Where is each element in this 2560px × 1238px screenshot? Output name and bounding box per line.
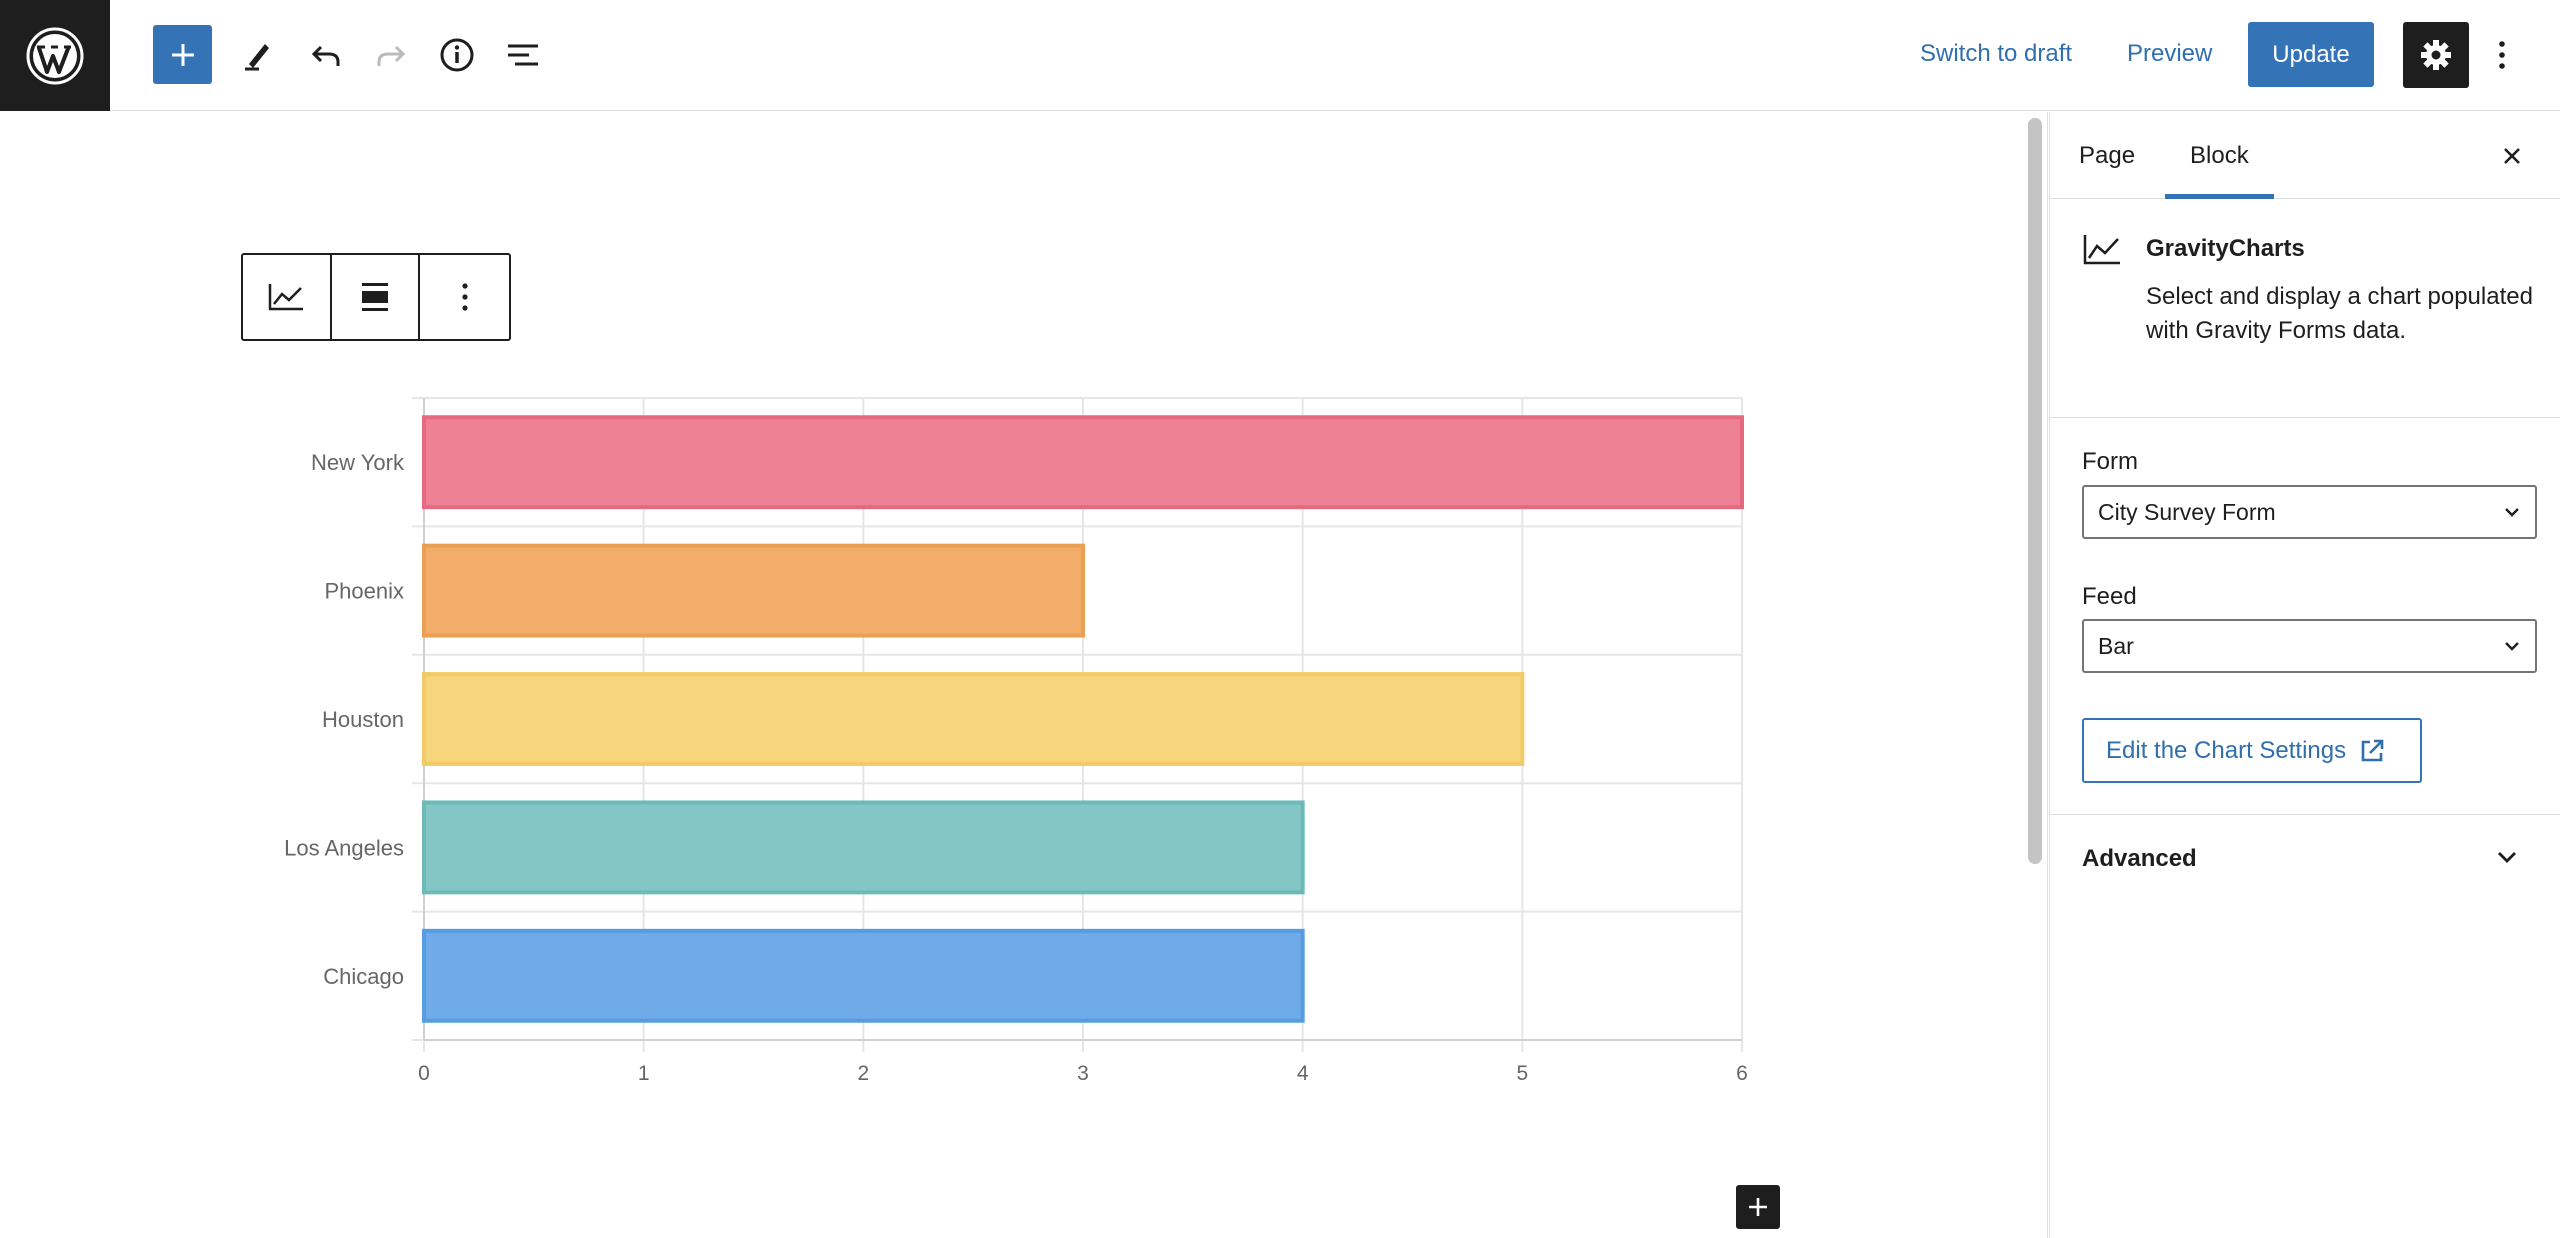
close-icon (2504, 148, 2520, 164)
advanced-panel-toggle[interactable]: Advanced (2050, 814, 2560, 902)
redo-icon (377, 45, 406, 66)
chevron-down-icon (2498, 852, 2516, 863)
advanced-label: Advanced (2082, 845, 2197, 872)
block-card (2050, 200, 2560, 418)
update-button[interactable]: Update (2248, 22, 2374, 87)
details-button[interactable] (428, 26, 486, 84)
list-view-icon (508, 44, 538, 66)
preview-button[interactable]: Preview (2127, 40, 2213, 67)
chart-line-icon (269, 284, 304, 311)
feed-select-value: Bar (2098, 633, 2134, 659)
wordpress-logo[interactable] (0, 0, 110, 111)
y-tick-label: Los Angeles (284, 835, 404, 860)
x-tick-label: 3 (1077, 1062, 1089, 1085)
info-icon (440, 38, 474, 72)
external-link-icon (2361, 739, 2384, 761)
bar-chicago (422, 928, 1305, 1023)
feed-select[interactable]: Bar (2082, 619, 2537, 673)
form-select[interactable]: City Survey Form (2082, 485, 2537, 539)
tools-button[interactable] (229, 26, 287, 84)
x-tick-label: 2 (857, 1062, 869, 1085)
chart-line-icon (2083, 235, 2120, 265)
bar-los-angeles (422, 800, 1305, 895)
undo-button[interactable] (297, 26, 355, 84)
gravitycharts-block[interactable]: New York Phoenix Houston Los Angeles Chicago… (240, 385, 1760, 1105)
block-toolbar (241, 253, 511, 341)
more-vertical-icon (462, 283, 468, 311)
align-button[interactable] (332, 255, 421, 339)
edit-chart-settings-label: Edit the Chart Settings (2106, 736, 2347, 764)
chevron-down-icon (2505, 642, 2519, 651)
gear-icon (2421, 40, 2451, 70)
x-tick-label: 1 (638, 1062, 650, 1085)
block-title: GravityCharts (2146, 235, 2305, 262)
y-tick-label: New York (311, 450, 405, 475)
scrollbar-thumb[interactable] (2028, 118, 2042, 864)
block-inserter-button[interactable] (153, 25, 212, 84)
form-select-value: City Survey Form (2098, 499, 2276, 525)
x-tick-label: 4 (1297, 1062, 1309, 1085)
y-tick-label: Houston (322, 707, 404, 732)
pencil-icon (245, 44, 269, 71)
options-menu-button[interactable] (2482, 26, 2522, 84)
plus-icon (1749, 1198, 1767, 1216)
switch-to-draft-button[interactable]: Switch to draft (1920, 40, 2073, 67)
redo-button[interactable] (362, 26, 420, 84)
wordpress-icon (26, 27, 84, 84)
y-tick-label: Phoenix (324, 579, 404, 604)
tab-page[interactable]: Page (2079, 142, 2136, 169)
x-tick-label: 5 (1516, 1062, 1528, 1085)
tab-block[interactable]: Block (2165, 112, 2274, 199)
bar-new-york (422, 415, 1744, 510)
block-description: Select and display a chart populated wit… (2146, 283, 2533, 344)
feed-label: Feed (2082, 583, 2137, 610)
block-options-button[interactable] (420, 255, 509, 339)
bar-phoenix (422, 543, 1085, 638)
bar-houston (422, 672, 1525, 766)
sidebar-tabs: Page Block (2050, 112, 2560, 199)
edit-chart-settings-button[interactable]: Edit the Chart Settings (2082, 718, 2422, 783)
block-type-button[interactable] (243, 255, 332, 339)
add-block-button[interactable] (1736, 1185, 1780, 1229)
plus-icon (171, 43, 194, 66)
chevron-down-icon (2505, 508, 2519, 517)
editor-header: Switch to draft Preview Update (0, 0, 2560, 111)
undo-icon (311, 45, 340, 66)
settings-button[interactable] (2403, 22, 2469, 88)
more-vertical-icon (2499, 41, 2505, 69)
align-wide-icon (362, 283, 388, 311)
bar-chart: New York Phoenix Houston Los Angeles Chicago… (284, 397, 1748, 1085)
x-tick-label: 0 (418, 1062, 430, 1085)
y-tick-label: Chicago (323, 964, 404, 989)
list-view-button[interactable] (494, 26, 552, 84)
x-tick-label: 6 (1736, 1062, 1748, 1085)
settings-sidebar: Page Block GravityCharts Select and disp… (2049, 112, 2560, 1238)
close-sidebar-button[interactable] (2490, 134, 2534, 178)
canvas-scrollbar[interactable] (2022, 112, 2048, 1238)
form-label: Form (2082, 448, 2138, 475)
